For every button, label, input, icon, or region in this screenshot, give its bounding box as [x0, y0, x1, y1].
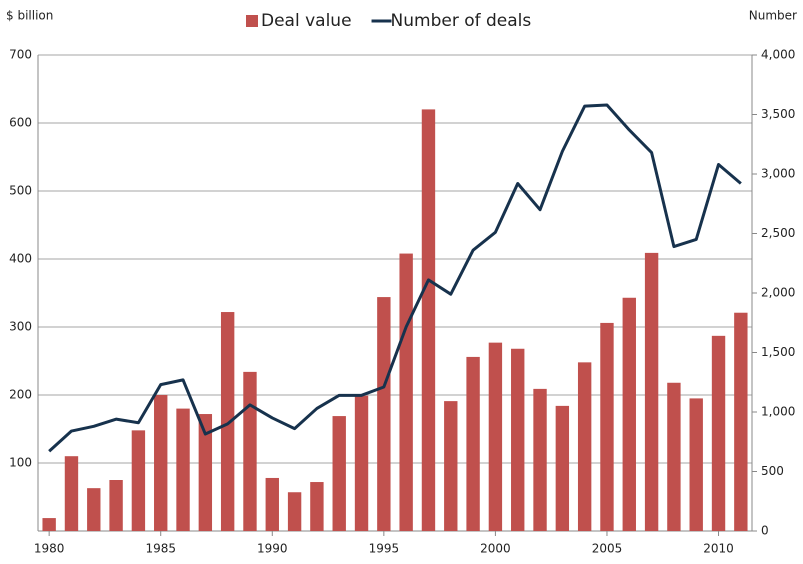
y-tick-label: 100: [9, 456, 32, 470]
bar: [466, 356, 480, 531]
bar: [220, 312, 235, 531]
bar: [622, 297, 636, 531]
bar: [577, 362, 592, 531]
bar: [711, 335, 726, 531]
bar: [332, 416, 346, 531]
y2-tick-label: 1,500: [761, 345, 795, 359]
bar: [109, 480, 123, 531]
bar: [42, 518, 56, 531]
bar: [176, 408, 190, 531]
y-tick-label: 600: [9, 116, 32, 130]
bar: [555, 405, 570, 531]
bar: [131, 430, 146, 531]
y2-tick-label: 4,000: [761, 48, 795, 62]
bar: [377, 297, 391, 531]
bar: [667, 382, 681, 531]
bar: [511, 348, 525, 531]
bar: [399, 253, 413, 531]
bar: [734, 312, 748, 531]
y-tick-label: 300: [9, 320, 32, 334]
x-tick-label: 2010: [703, 542, 734, 556]
y2-tick-label: 3,000: [761, 167, 795, 181]
y2-tick-label: 0: [761, 524, 769, 538]
bar: [154, 395, 168, 531]
line: [48, 103, 742, 453]
y-tick-label: 700: [9, 48, 32, 62]
bar: [64, 456, 79, 531]
bar: [198, 414, 213, 531]
x-tick-label: 2000: [480, 542, 511, 556]
bar: [354, 395, 369, 531]
bar: [488, 342, 503, 531]
x-tick-label: 2005: [592, 542, 623, 556]
y2-tick-label: 2,500: [761, 226, 795, 240]
y2-tick-label: 500: [761, 464, 784, 478]
bar: [444, 401, 458, 531]
y2-tick-label: 3,500: [761, 107, 795, 121]
x-tick-label: 1985: [145, 542, 176, 556]
bar: [689, 398, 703, 531]
y2-tick-label: 2,000: [761, 286, 795, 300]
bar: [421, 109, 436, 532]
y-tick-label: 400: [9, 252, 32, 266]
legend-swatch: [246, 15, 258, 27]
bar: [243, 371, 257, 531]
bar: [287, 492, 302, 531]
y-axis-title: $ billion: [6, 9, 53, 23]
bar: [644, 252, 659, 531]
y2-axis-title: Number: [749, 9, 797, 23]
y2-tick-label: 1,000: [761, 405, 795, 419]
y-tick-label: 200: [9, 388, 32, 402]
x-tick-label: 1980: [34, 542, 65, 556]
x-tick-label: 1990: [257, 542, 288, 556]
bar: [600, 322, 614, 531]
bar: [87, 488, 101, 531]
bar: [533, 388, 547, 531]
bar: [265, 477, 279, 531]
legend-label: Number of deals: [391, 11, 532, 31]
y-tick-label: 500: [9, 184, 32, 198]
legend-label: Deal value: [261, 11, 352, 31]
bar: [310, 482, 324, 531]
x-tick-label: 1995: [369, 542, 400, 556]
